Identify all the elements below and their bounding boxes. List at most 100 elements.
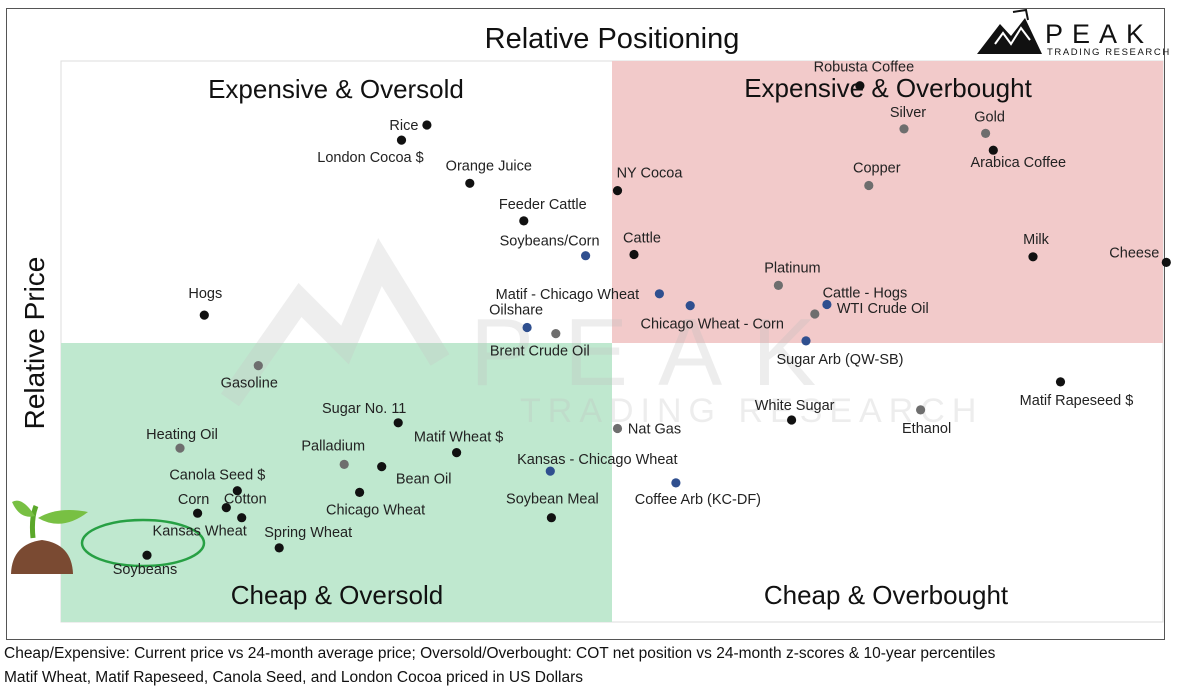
point-matif-rapeseed: [1055, 377, 1066, 387]
point-arabica-coffee: [988, 145, 998, 155]
label-white-sugar: White Sugar: [755, 398, 835, 414]
point-ny-cocoa: [612, 186, 623, 196]
label-gold: Gold: [974, 109, 1005, 125]
label-cattle: Cattle: [623, 231, 661, 247]
label-soybeans-corn: Soybeans/Corn: [500, 234, 600, 250]
point-cheese: [1161, 257, 1171, 267]
point-copper: [864, 180, 874, 191]
quadrant-label-top-left: Expensive & Oversold: [208, 74, 464, 104]
label-ethanol: Ethanol: [902, 421, 951, 437]
plant-sprout-icon: [11, 500, 88, 574]
label-sugar-no-11: Sugar No. 11: [322, 401, 406, 417]
label-sugar-arb-qw-sb: Sugar Arb (QW-SB): [776, 352, 903, 368]
label-soybean-meal: Soybean Meal: [506, 492, 599, 508]
point-kansas-chicago-wheat: [545, 466, 555, 476]
label-wti-crude-oil: WTI Crude Oil: [837, 301, 929, 317]
point-nat-gas: [612, 423, 623, 434]
logo-brand: PEAK: [1045, 19, 1153, 49]
point-canola-seed: [232, 486, 242, 496]
label-platinum: Platinum: [764, 260, 820, 276]
quadrant-fill-bottom-left: [61, 343, 612, 622]
y-axis-label: Relative Price: [19, 257, 50, 430]
chart-title: Relative Positioning: [485, 23, 740, 55]
scatter-chart: PEAK TRADING RESEARCH Relative Positioni…: [11, 8, 1171, 623]
point-corn: [193, 508, 203, 518]
point-orange-juice: [465, 178, 475, 188]
point-soybeans-corn: [581, 251, 591, 261]
point-ethanol: [916, 405, 926, 415]
label-copper: Copper: [853, 161, 901, 177]
label-bean-oil: Bean Oil: [396, 472, 452, 488]
watermark: PEAK TRADING RESEARCH: [220, 237, 983, 430]
label-cattle-hogs: Cattle - Hogs: [823, 286, 908, 302]
point-milk: [1028, 252, 1038, 262]
point-white-sugar: [787, 415, 797, 425]
label-gasoline: Gasoline: [221, 376, 278, 392]
label-matif-chicago-wheat: Matif - Chicago Wheat: [496, 287, 639, 303]
mountain-logo-icon: [977, 8, 1042, 54]
label-arabica-coffee: Arabica Coffee: [970, 155, 1066, 171]
label-matif-wheat: Matif Wheat $: [414, 430, 503, 446]
point-cotton: [221, 503, 231, 513]
point-sugar-no-11: [393, 418, 403, 428]
point-matif-chicago-wheat: [654, 289, 665, 299]
point-brent-crude-oil: [551, 329, 561, 339]
label-kansas-chicago-wheat: Kansas - Chicago Wheat: [517, 452, 677, 468]
label-kansas-wheat: Kansas Wheat: [153, 524, 247, 540]
point-matif-wheat: [452, 448, 462, 458]
point-heating-oil: [175, 443, 185, 453]
scatter-points: Robusta Coffee Arabica Coffee Milk Cheese Ca…: [113, 60, 1171, 578]
logo-tagline: TRADING RESEARCH: [1047, 47, 1171, 58]
point-gold: [981, 128, 991, 138]
label-brent-crude-oil: Brent Crude Oil: [490, 344, 590, 360]
footnote-methodology: Cheap/Expensive: Current price vs 24-mon…: [4, 645, 996, 662]
label-nat-gas: Nat Gas: [628, 422, 681, 438]
point-london-cocoa: [396, 135, 407, 145]
quadrant-fill-top-right: [612, 61, 1163, 343]
label-oilshare: Oilshare: [489, 303, 543, 319]
point-gasoline: [253, 361, 263, 371]
watermark-brand: PEAK: [470, 299, 846, 406]
point-cattle: [629, 249, 639, 260]
label-matif-rapeseed: Matif Rapeseed $: [1020, 393, 1134, 409]
label-robusta-coffee: Robusta Coffee: [814, 60, 915, 76]
watermark-tagline: TRADING RESEARCH: [520, 392, 983, 430]
point-platinum: [773, 280, 784, 290]
point-sugar-arb-qw-sb: [801, 336, 811, 346]
peak-logo: PEAK TRADING RESEARCH: [977, 8, 1171, 58]
label-spring-wheat: Spring Wheat: [264, 525, 352, 541]
point-coffee-arb-kc-df: [671, 478, 681, 488]
label-cheese: Cheese: [1109, 245, 1159, 261]
point-kansas-wheat: [237, 513, 247, 523]
label-corn: Corn: [178, 492, 209, 508]
quadrant-label-top-right: Expensive & Overbought: [744, 73, 1032, 103]
point-robusta-coffee: [855, 81, 865, 91]
point-oilshare: [522, 322, 532, 333]
label-cotton: Cotton: [224, 492, 267, 508]
label-milk: Milk: [1023, 232, 1050, 248]
label-ny-cocoa: NY Cocoa: [617, 166, 684, 182]
point-wti-crude-oil: [810, 309, 820, 319]
point-chicago-wheat-corn: [685, 301, 695, 311]
point-bean-oil: [377, 462, 387, 472]
point-cattle-hogs: [822, 299, 832, 310]
point-chicago-wheat: [355, 487, 365, 497]
point-silver: [899, 124, 909, 134]
label-heating-oil: Heating Oil: [146, 427, 218, 443]
label-coffee-arb-kc-df: Coffee Arb (KC-DF): [635, 492, 761, 508]
soybeans-highlight-ring: [80, 518, 206, 568]
point-soybean-meal: [546, 513, 557, 523]
footnote-currency: Matif Wheat, Matif Rapeseed, Canola Seed…: [4, 669, 583, 686]
label-silver: Silver: [890, 105, 926, 121]
label-feeder-cattle: Feeder Cattle: [499, 197, 587, 213]
label-london-cocoa: London Cocoa $: [317, 150, 423, 166]
label-orange-juice: Orange Juice: [446, 158, 532, 174]
label-chicago-wheat: Chicago Wheat: [326, 502, 425, 518]
point-hogs: [199, 310, 209, 320]
label-chicago-wheat-corn: Chicago Wheat - Corn: [640, 317, 783, 333]
label-canola-seed: Canola Seed $: [169, 468, 265, 484]
point-soybeans: [142, 550, 152, 560]
label-soybeans: Soybeans: [113, 562, 178, 578]
quadrant-label-bottom-right: Cheap & Overbought: [764, 580, 1009, 610]
point-feeder-cattle: [519, 216, 529, 226]
